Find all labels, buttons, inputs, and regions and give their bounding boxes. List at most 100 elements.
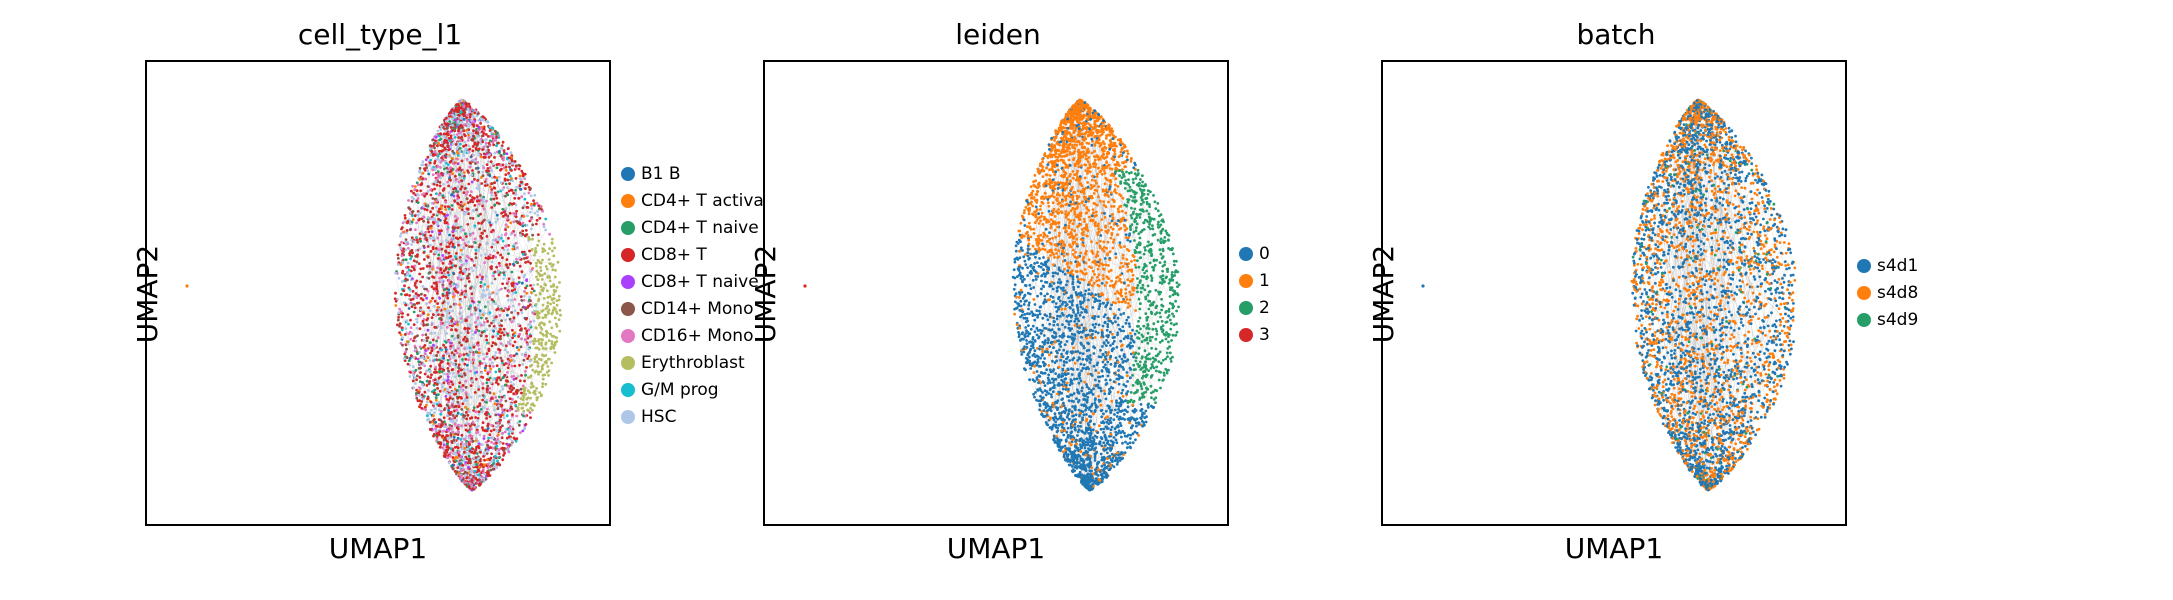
cell-point: [476, 430, 480, 434]
edge-line: [1128, 381, 1135, 386]
cell-points: [393, 98, 562, 492]
cell-point: [437, 210, 441, 214]
cell-point: [467, 280, 471, 283]
cell-point: [439, 137, 443, 141]
cell-point: [546, 365, 550, 368]
cell-point: [454, 404, 458, 408]
cell-point: [452, 467, 455, 471]
cell-point: [499, 154, 503, 157]
cell-point: [460, 314, 464, 318]
cell-point: [449, 284, 453, 288]
cell-point: [541, 303, 545, 307]
cell-point: [456, 400, 460, 404]
edge-line: [1022, 232, 1174, 265]
cell-point: [447, 136, 451, 140]
cell-point: [462, 468, 465, 471]
cell-point: [418, 314, 422, 318]
cell-point: [424, 163, 428, 167]
cell-point: [488, 174, 492, 178]
cell-point: [474, 325, 478, 329]
cell-point: [501, 431, 505, 435]
cell-point: [508, 397, 512, 400]
cell-point: [485, 401, 488, 404]
cell-point: [412, 339, 415, 343]
cell-point: [475, 199, 479, 203]
cell-point: [536, 364, 540, 368]
edge-line: [1086, 121, 1168, 295]
cell-point: [411, 214, 414, 218]
cell-point: [516, 421, 520, 425]
cell-point: [490, 188, 494, 191]
cell-point: [421, 383, 424, 387]
cell-point: [440, 159, 444, 162]
edge-line: [450, 292, 513, 414]
cell-point: [469, 417, 472, 420]
cell-point: [442, 343, 445, 347]
cell-point: [394, 291, 397, 295]
cell-point: [406, 242, 410, 246]
edge-line: [1070, 261, 1104, 338]
cell-point: [553, 290, 557, 294]
cell-point: [447, 429, 451, 433]
cell-point: [456, 436, 460, 440]
edge-line: [1089, 171, 1142, 306]
cell-point: [507, 171, 510, 175]
cell-point: [480, 295, 484, 299]
cell-point: [466, 368, 469, 371]
edge-line: [463, 177, 529, 217]
cell-point: [464, 473, 467, 477]
cell-point: [485, 163, 489, 166]
cell-point: [474, 162, 477, 165]
cell-point: [460, 289, 464, 293]
edge-line: [466, 228, 555, 327]
edge-line: [1056, 209, 1076, 341]
cell-point: [402, 301, 406, 304]
cell-point: [519, 187, 523, 191]
cell-point: [495, 452, 498, 455]
edge-line: [427, 253, 470, 346]
cell-point: [436, 257, 440, 260]
cell-point: [530, 248, 534, 252]
cell-point: [552, 344, 556, 348]
cell-point: [450, 156, 454, 160]
cell-point: [399, 246, 403, 250]
cell-point: [482, 455, 485, 458]
cell-point: [419, 280, 422, 284]
cell-point: [518, 256, 521, 260]
cell-point: [498, 441, 502, 445]
cell-point: [497, 304, 500, 308]
cell-point: [513, 340, 517, 344]
cell-point: [463, 335, 467, 339]
cell-point: [456, 162, 460, 166]
cell-point: [475, 452, 479, 455]
cell-point: [500, 331, 504, 334]
cell-point: [451, 430, 455, 434]
cell-point: [405, 347, 408, 351]
cell-point: [477, 119, 481, 122]
cell-point: [459, 139, 462, 142]
cell-point: [521, 384, 525, 388]
cell-point: [520, 327, 523, 330]
cell-point: [400, 240, 403, 244]
cell-point: [480, 130, 484, 134]
edge-line: [485, 152, 534, 279]
cell-point: [555, 310, 558, 313]
cell-point: [447, 255, 451, 258]
legend-marker: [621, 382, 635, 397]
cell-point: [456, 185, 460, 189]
cell-point: [414, 228, 417, 232]
cell-point: [447, 398, 451, 402]
legend-item: CD4+ T naive: [621, 214, 764, 241]
cell-point: [524, 403, 528, 407]
cell-point: [416, 197, 420, 200]
cell-point: [412, 240, 416, 244]
cell-point: [496, 459, 499, 463]
cell-point: [507, 290, 511, 293]
cell-point: [407, 272, 410, 276]
cell-point: [461, 272, 465, 276]
cell-point: [550, 361, 553, 365]
cell-point: [530, 207, 534, 211]
cell-point: [423, 294, 427, 297]
cell-point: [473, 109, 477, 113]
cell-point: [1124, 233, 1128, 237]
